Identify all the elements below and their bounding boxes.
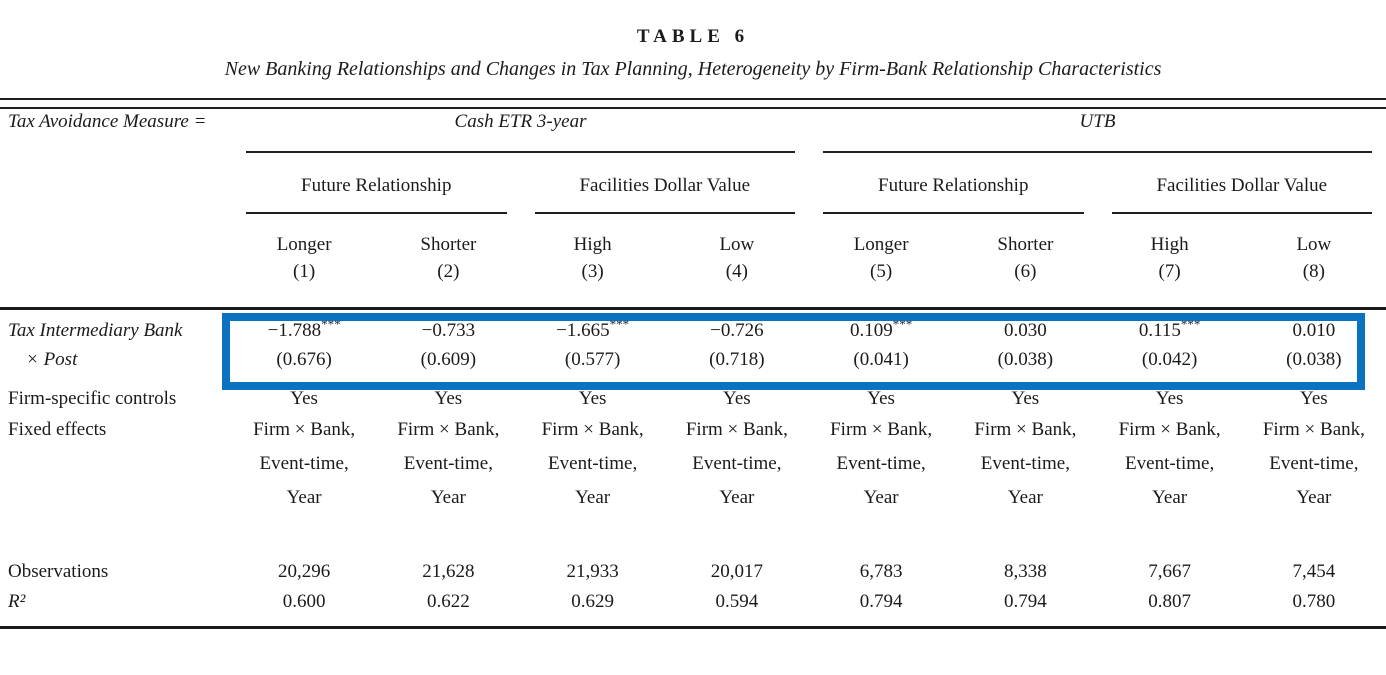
subgroup-header-facilities-dollar-value-2: Facilities Dollar Value <box>1098 153 1386 214</box>
fixed-effects-cell: Firm × Bank, Event-time, Year <box>1118 419 1221 508</box>
column-header-7: High (7) <box>1150 234 1189 282</box>
fixed-effects-cell: Firm × Bank, Event-time, Year <box>974 419 1077 508</box>
controls-cell: Yes <box>723 388 751 409</box>
observations-cell: 20,017 <box>710 561 763 582</box>
group-header-utb: UTB <box>809 109 1386 153</box>
controls-cell: Yes <box>1300 388 1328 409</box>
controls-cell: Yes <box>867 388 895 409</box>
fixed-effects-cell: Firm × Bank, Event-time, Year <box>541 419 644 508</box>
coefficient-cell: −0.726 (0.718) <box>664 307 809 378</box>
coefficient-label: Tax Intermediary Bank × Post <box>0 307 232 378</box>
coefficient-cell: 0.109*** (0.041) <box>809 307 954 378</box>
observations-row: Observations 20,296 21,628 21,933 20,017… <box>0 557 1386 587</box>
controls-cell: Yes <box>290 388 318 409</box>
column-header-row: Longer (1) Shorter (2) High (3) Low (4) … <box>0 214 1386 309</box>
column-header-4: Low (4) <box>719 234 755 282</box>
r-squared-cell: 0.600 <box>282 591 326 612</box>
subgroup-header-facilities-dollar-value-1: Facilities Dollar Value <box>521 153 810 214</box>
observations-cell: 7,454 <box>1292 561 1336 582</box>
fixed-effects-cell: Firm × Bank, Event-time, Year <box>253 419 356 508</box>
observations-cell: 21,933 <box>566 561 619 582</box>
coefficient-cell: 0.115*** (0.042) <box>1097 307 1242 378</box>
spacer-row <box>0 515 1386 557</box>
column-header-2: Shorter (2) <box>420 234 477 282</box>
observations-cell: 6,783 <box>859 561 903 582</box>
subgroup-row: Future Relationship Facilities Dollar Va… <box>0 153 1386 214</box>
r-squared-cell: 0.794 <box>859 591 903 612</box>
r-squared-cell: 0.780 <box>1292 591 1336 612</box>
table-subtitle: New Banking Relationships and Changes in… <box>224 58 1162 80</box>
fixed-effects-cell: Firm × Bank, Event-time, Year <box>685 419 788 508</box>
r-squared-cell: 0.594 <box>715 591 759 612</box>
coefficient-cell: 0.030 (0.038) <box>953 307 1098 378</box>
coefficient-cell: −0.733 (0.609) <box>376 307 521 378</box>
fixed-effects-cell: Firm × Bank, Event-time, Year <box>1262 419 1365 508</box>
bottom-rule <box>0 626 1386 629</box>
controls-cell: Yes <box>434 388 463 409</box>
r-squared-label: R² <box>8 591 26 612</box>
r-squared-row: R² 0.600 0.622 0.629 0.594 0.794 0.794 0… <box>0 587 1386 617</box>
column-header-1: Longer (1) <box>276 234 332 282</box>
coefficient-row: Tax Intermediary Bank × Post −1.788*** (… <box>0 307 1386 378</box>
subgroup-header-future-relationship-1: Future Relationship <box>232 153 521 214</box>
group-header-label: UTB <box>823 109 1372 153</box>
observations-cell: 8,338 <box>1004 561 1047 582</box>
coefficient-cell: 0.010 (0.038) <box>1241 307 1386 378</box>
controls-row: Firm-specific controls Yes Yes Yes Yes Y… <box>0 378 1386 413</box>
table-title: TABLE 6 <box>636 26 750 47</box>
fixed-effects-row: Fixed effects Firm × Bank, Event-time, Y… <box>0 413 1386 515</box>
fixed-effects-label: Fixed effects <box>8 419 107 440</box>
coefficient-cell: −1.665*** (0.577) <box>520 307 665 378</box>
coefficient-cell: −1.788*** (0.676) <box>232 307 377 378</box>
subgroup-header-future-relationship-2: Future Relationship <box>809 153 1098 214</box>
regression-table: Tax Avoidance Measure = Cash ETR 3-year … <box>0 109 1386 617</box>
column-header-3: High (3) <box>573 234 612 282</box>
group-header-label: Cash ETR 3-year <box>246 109 795 153</box>
fixed-effects-cell: Firm × Bank, Event-time, Year <box>830 419 933 508</box>
r-squared-cell: 0.622 <box>427 591 470 612</box>
observations-cell: 20,296 <box>278 561 331 582</box>
column-header-6: Shorter (6) <box>997 234 1054 282</box>
top-double-rule <box>0 98 1386 109</box>
controls-cell: Yes <box>1011 388 1040 409</box>
measure-row: Tax Avoidance Measure = Cash ETR 3-year … <box>0 109 1386 153</box>
column-header-5: Longer (5) <box>853 234 909 282</box>
observations-cell: 7,667 <box>1148 561 1191 582</box>
observations-cell: 21,628 <box>422 561 475 582</box>
r-squared-cell: 0.629 <box>571 591 614 612</box>
r-squared-cell: 0.794 <box>1004 591 1047 612</box>
observations-label: Observations <box>8 561 109 582</box>
r-squared-cell: 0.807 <box>1148 591 1191 612</box>
group-header-cash-etr: Cash ETR 3-year <box>232 109 809 153</box>
fixed-effects-cell: Firm × Bank, Event-time, Year <box>397 419 500 508</box>
controls-label: Firm-specific controls <box>8 388 177 409</box>
column-header-8: Low (8) <box>1296 234 1332 282</box>
controls-cell: Yes <box>1155 388 1184 409</box>
measure-label: Tax Avoidance Measure = <box>8 111 207 132</box>
controls-cell: Yes <box>578 388 607 409</box>
